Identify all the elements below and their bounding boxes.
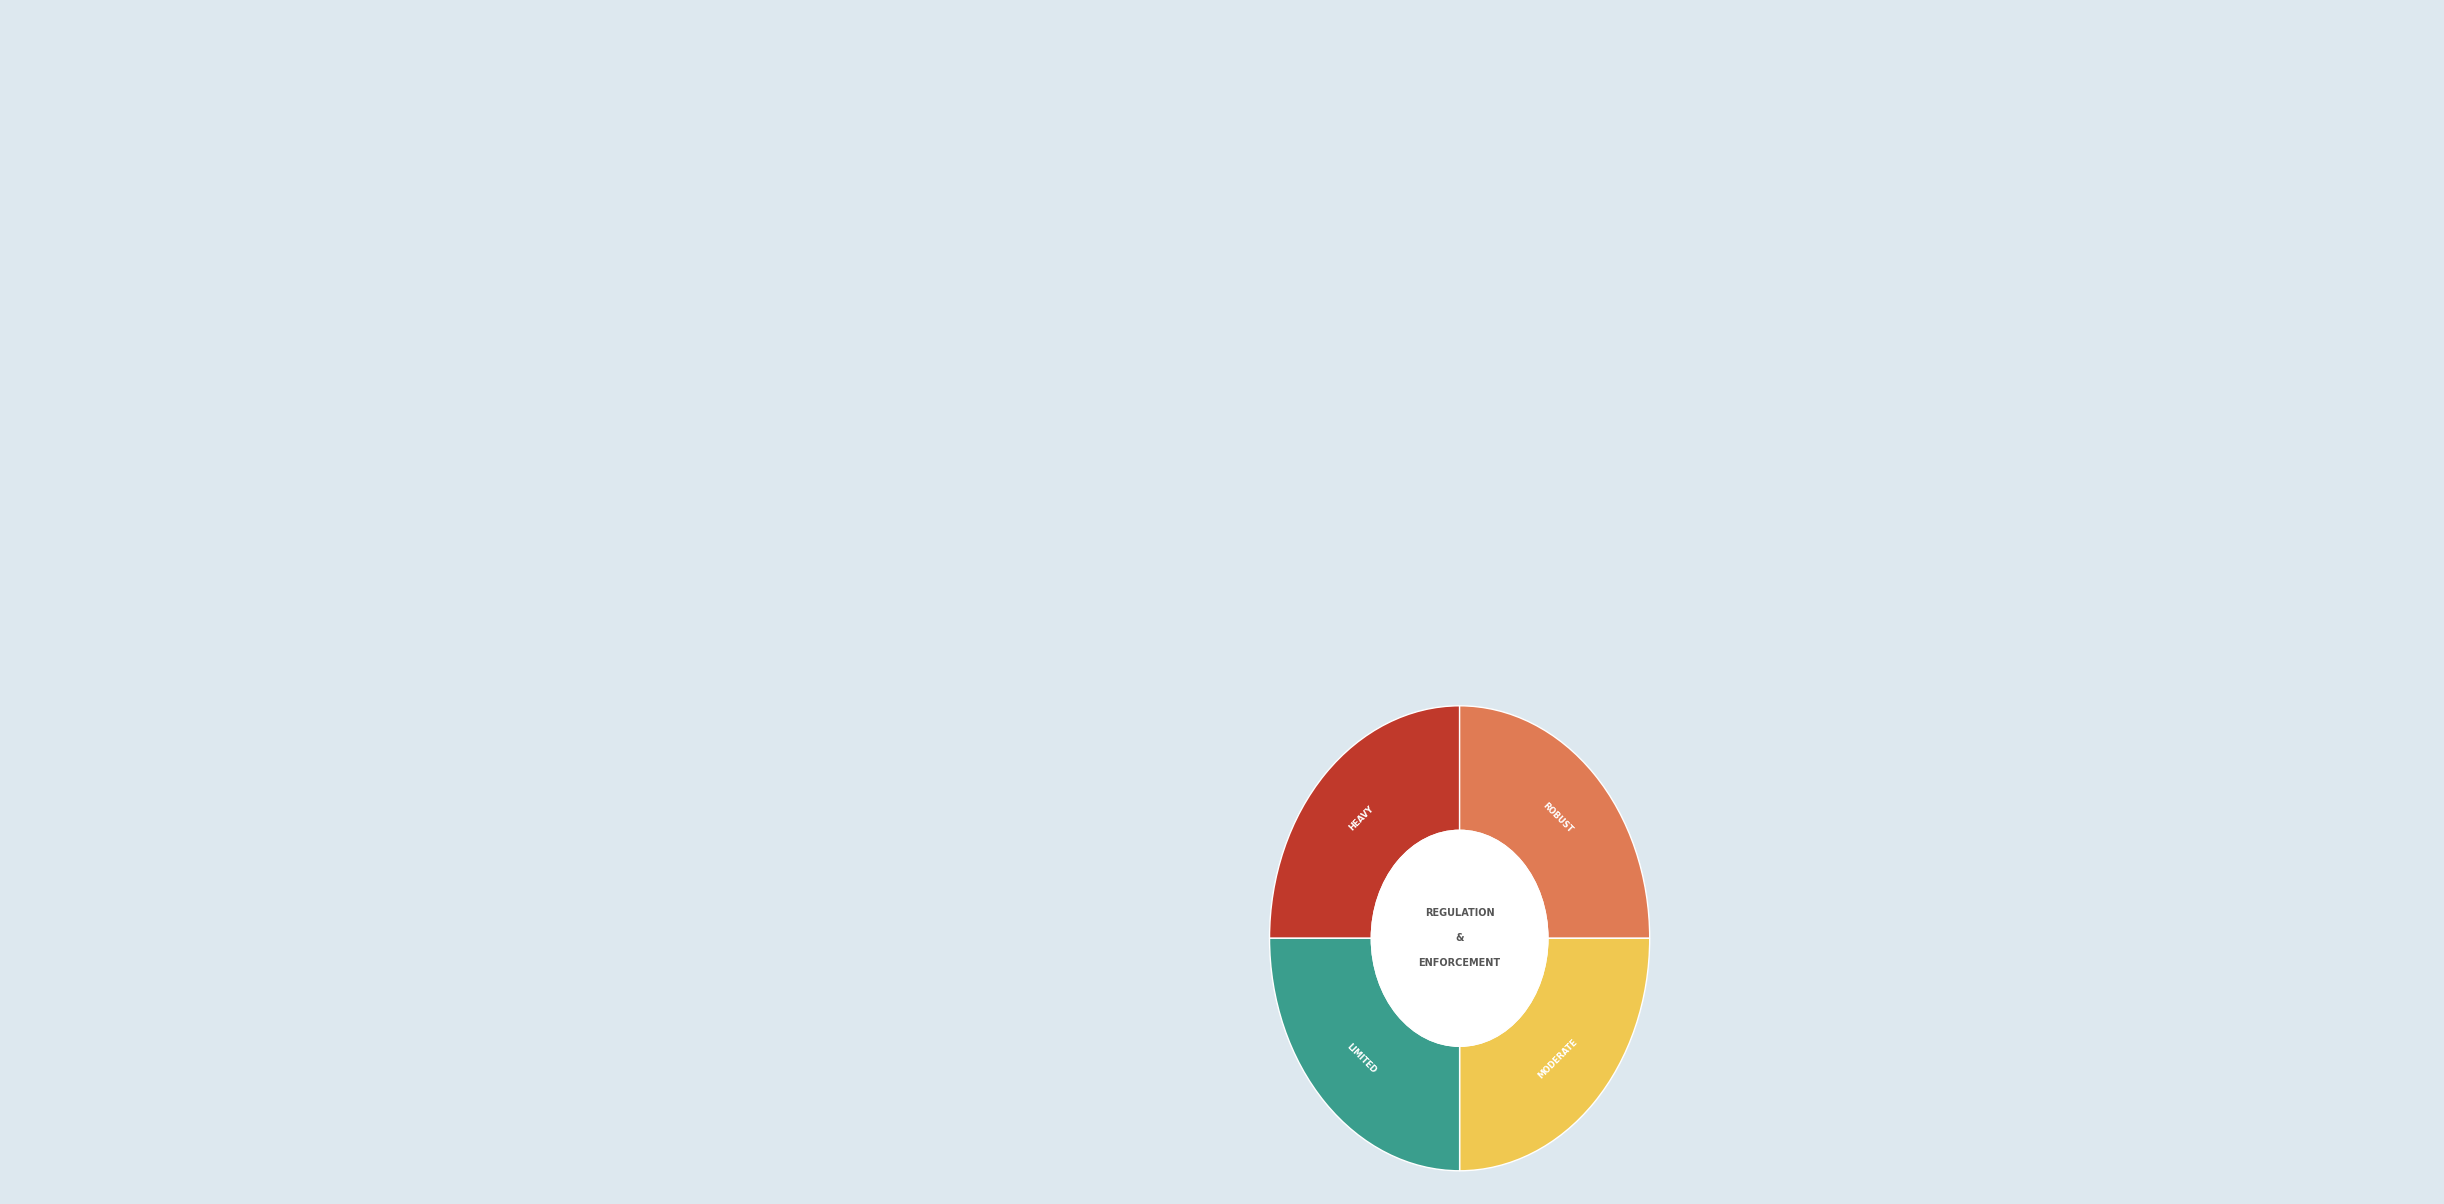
Text: ENFORCEMENT: ENFORCEMENT [1418, 958, 1501, 968]
Wedge shape [1459, 938, 1650, 1170]
Wedge shape [1268, 706, 1459, 938]
Circle shape [1371, 831, 1547, 1046]
Wedge shape [1268, 938, 1459, 1170]
Text: LIMITED: LIMITED [1344, 1041, 1378, 1075]
Wedge shape [1459, 706, 1650, 938]
Text: &: & [1454, 933, 1464, 943]
Text: REGULATION: REGULATION [1425, 908, 1493, 919]
Text: HEAVY: HEAVY [1347, 804, 1376, 832]
Text: ROBUST: ROBUST [1542, 801, 1574, 834]
Text: MODERATE: MODERATE [1537, 1037, 1579, 1080]
